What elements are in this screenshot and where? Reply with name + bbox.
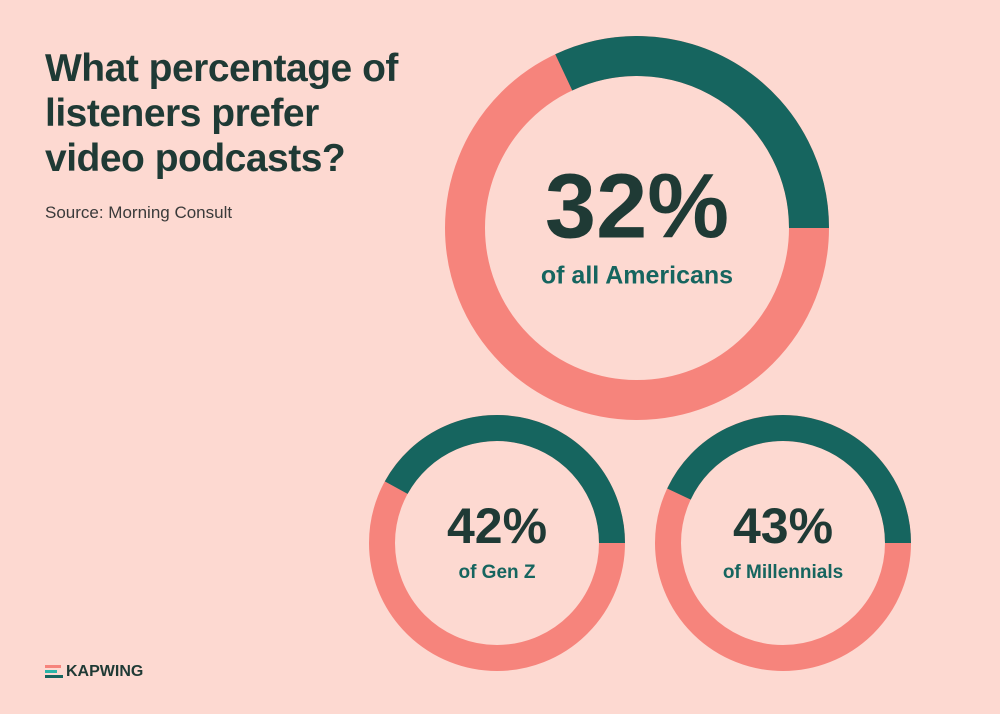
donut-caption: of Millennials [723, 562, 843, 583]
donut-arc [555, 36, 829, 229]
value-label: 32% [545, 155, 729, 257]
donut-caption: of Gen Z [458, 562, 535, 583]
donut-arc [384, 415, 625, 544]
title: What percentage of listeners prefer vide… [45, 47, 398, 180]
logo: KAPWING [66, 663, 143, 680]
value-label: 42% [447, 498, 547, 554]
value-label: 43% [733, 498, 833, 554]
source: Source: Morning Consult [45, 203, 233, 222]
donut-arc [667, 415, 911, 544]
logo-icon [45, 665, 63, 678]
donut-caption: of all Americans [541, 262, 733, 290]
